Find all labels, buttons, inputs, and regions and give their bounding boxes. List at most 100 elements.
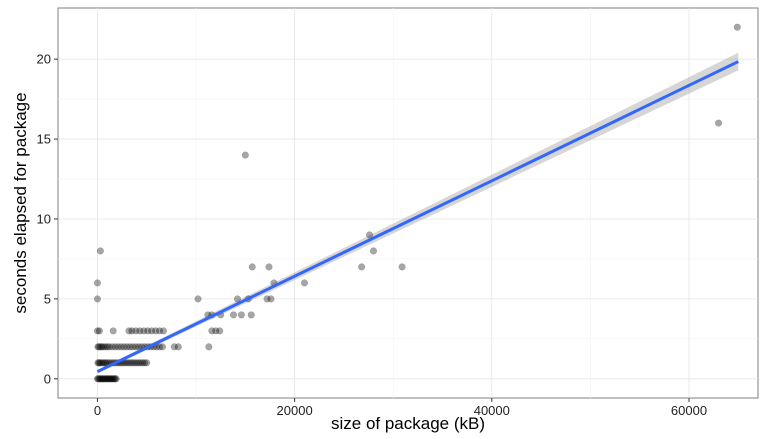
regression-line [96, 60, 739, 373]
data-point [144, 327, 152, 335]
data-points [93, 23, 741, 383]
data-point [109, 327, 117, 335]
data-point [102, 375, 110, 383]
data-point [141, 359, 149, 367]
data-point [158, 343, 167, 351]
data-point [208, 327, 216, 335]
data-point [137, 359, 145, 367]
data-point [129, 359, 137, 367]
data-point [103, 375, 111, 383]
data-point [103, 343, 111, 351]
data-point [114, 343, 122, 351]
data-point [94, 375, 102, 383]
data-point [100, 359, 108, 367]
data-point [123, 359, 131, 367]
data-point [111, 375, 119, 383]
data-point [263, 295, 271, 303]
data-point [94, 343, 102, 351]
y-tick-label: 15 [37, 132, 51, 147]
data-point [126, 343, 134, 351]
data-point [94, 359, 102, 367]
data-point [241, 151, 249, 159]
data-point [111, 343, 119, 351]
data-point [129, 343, 137, 351]
data-point [247, 311, 255, 319]
data-point [101, 343, 109, 351]
data-point [300, 279, 309, 287]
data-point [136, 327, 144, 335]
data-point [120, 343, 128, 351]
data-point [365, 231, 374, 239]
data-point [95, 327, 103, 335]
y-tick-label: 20 [37, 52, 51, 67]
data-point [229, 311, 238, 319]
data-point [233, 295, 241, 303]
data-point [96, 343, 104, 351]
data-point [109, 375, 117, 383]
data-point [105, 375, 113, 383]
data-point [125, 359, 133, 367]
data-point [97, 359, 105, 367]
data-point [152, 327, 160, 335]
data-point [99, 375, 107, 383]
data-point [128, 327, 136, 335]
data-point [99, 359, 107, 367]
data-point [95, 375, 103, 383]
data-point [155, 343, 164, 351]
data-point [104, 375, 112, 383]
data-point [108, 343, 116, 351]
data-point [100, 375, 108, 383]
data-point [93, 327, 101, 335]
data-point [123, 343, 131, 351]
data-point [358, 263, 366, 271]
y-tick-label: 10 [37, 211, 51, 226]
x-tick-label: 60000 [671, 403, 707, 418]
data-point [398, 263, 406, 271]
data-point [93, 375, 101, 383]
data-point [96, 247, 104, 255]
data-point [155, 327, 164, 335]
data-point [101, 375, 109, 383]
data-point [216, 327, 224, 335]
data-point [96, 359, 104, 367]
data-point [143, 359, 151, 367]
data-point [105, 343, 113, 351]
data-point [107, 375, 115, 383]
data-point [135, 359, 143, 367]
data-point [99, 343, 107, 351]
data-point [133, 359, 141, 367]
data-point [110, 375, 118, 383]
x-axis-ticks: 0 20000 40000 60000 [94, 398, 707, 418]
data-point [205, 343, 213, 351]
data-point [733, 23, 741, 31]
data-point [131, 359, 139, 367]
major-gridlines [58, 8, 758, 398]
x-axis-title: size of package (kB) [331, 414, 485, 433]
y-tick-label: 0 [44, 371, 51, 386]
data-point [127, 359, 135, 367]
y-tick-label: 5 [44, 291, 51, 306]
fit-line-group [96, 60, 739, 373]
data-point [95, 359, 103, 367]
data-point [132, 343, 140, 351]
data-point [117, 343, 125, 351]
x-tick-label: 40000 [474, 403, 510, 418]
data-point [93, 279, 101, 287]
data-point [212, 327, 220, 335]
data-point [97, 375, 105, 383]
data-point [132, 327, 140, 335]
data-point [96, 375, 104, 383]
data-point [369, 247, 378, 255]
data-point [265, 263, 273, 271]
data-point [112, 375, 120, 383]
data-point [95, 343, 103, 351]
data-point [159, 327, 168, 335]
data-point [108, 375, 116, 383]
x-tick-label: 20000 [277, 403, 313, 418]
data-point [237, 311, 245, 319]
data-point [267, 295, 275, 303]
data-point [715, 119, 723, 127]
data-point [170, 343, 178, 351]
data-point [140, 327, 148, 335]
